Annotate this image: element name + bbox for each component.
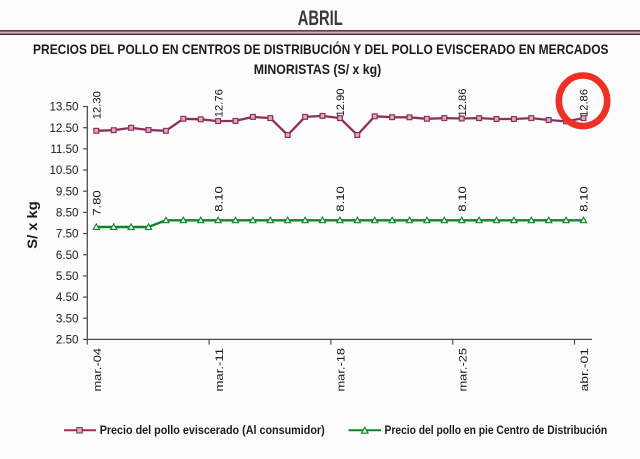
svg-text:13.50: 13.50 xyxy=(49,101,78,114)
svg-text:12.30: 12.30 xyxy=(92,91,104,119)
svg-text:10.50: 10.50 xyxy=(49,164,78,177)
svg-text:2.50: 2.50 xyxy=(56,334,79,347)
svg-text:8.50: 8.50 xyxy=(56,206,79,219)
svg-text:abr.-01: abr.-01 xyxy=(579,348,591,392)
svg-text:4.50: 4.50 xyxy=(56,291,79,304)
svg-text:8.10: 8.10 xyxy=(457,186,469,212)
svg-text:8.10: 8.10 xyxy=(335,186,347,212)
svg-text:mar.-11: mar.-11 xyxy=(214,348,226,392)
svg-text:ABRIL: ABRIL xyxy=(298,6,343,30)
svg-text:8.10: 8.10 xyxy=(213,186,225,212)
svg-text:Precio del pollo en pie Centro: Precio del pollo en pie Centro de Distri… xyxy=(385,423,608,437)
svg-text:12.86: 12.86 xyxy=(579,89,591,117)
svg-text:12.90: 12.90 xyxy=(335,89,347,117)
svg-text:3.50: 3.50 xyxy=(56,312,79,325)
svg-text:8.10: 8.10 xyxy=(579,186,591,212)
svg-text:PRECIOS DEL POLLO EN CENTROS D: PRECIOS DEL POLLO EN CENTROS DE DISTRIBU… xyxy=(33,40,609,57)
svg-text:mar.-04: mar.-04 xyxy=(92,348,104,392)
svg-text:S/ x kg: S/ x kg xyxy=(24,201,40,249)
svg-text:12.50: 12.50 xyxy=(49,122,78,135)
svg-text:12.86: 12.86 xyxy=(457,89,469,117)
svg-text:6.50: 6.50 xyxy=(56,249,79,262)
svg-text:12.76: 12.76 xyxy=(213,89,225,117)
svg-text:mar.-18: mar.-18 xyxy=(336,348,348,392)
svg-text:5.50: 5.50 xyxy=(56,270,79,283)
svg-text:9.50: 9.50 xyxy=(56,185,79,198)
svg-text:7.50: 7.50 xyxy=(56,228,79,241)
svg-text:mar.-25: mar.-25 xyxy=(457,348,469,392)
svg-text:7.80: 7.80 xyxy=(92,190,104,216)
svg-text:Precio del pollo eviscerado (A: Precio del pollo eviscerado (Al consumid… xyxy=(100,423,325,437)
svg-text:11.50: 11.50 xyxy=(50,143,78,156)
svg-text:MINORISTAS (S/ x kg): MINORISTAS (S/ x kg) xyxy=(254,61,382,77)
